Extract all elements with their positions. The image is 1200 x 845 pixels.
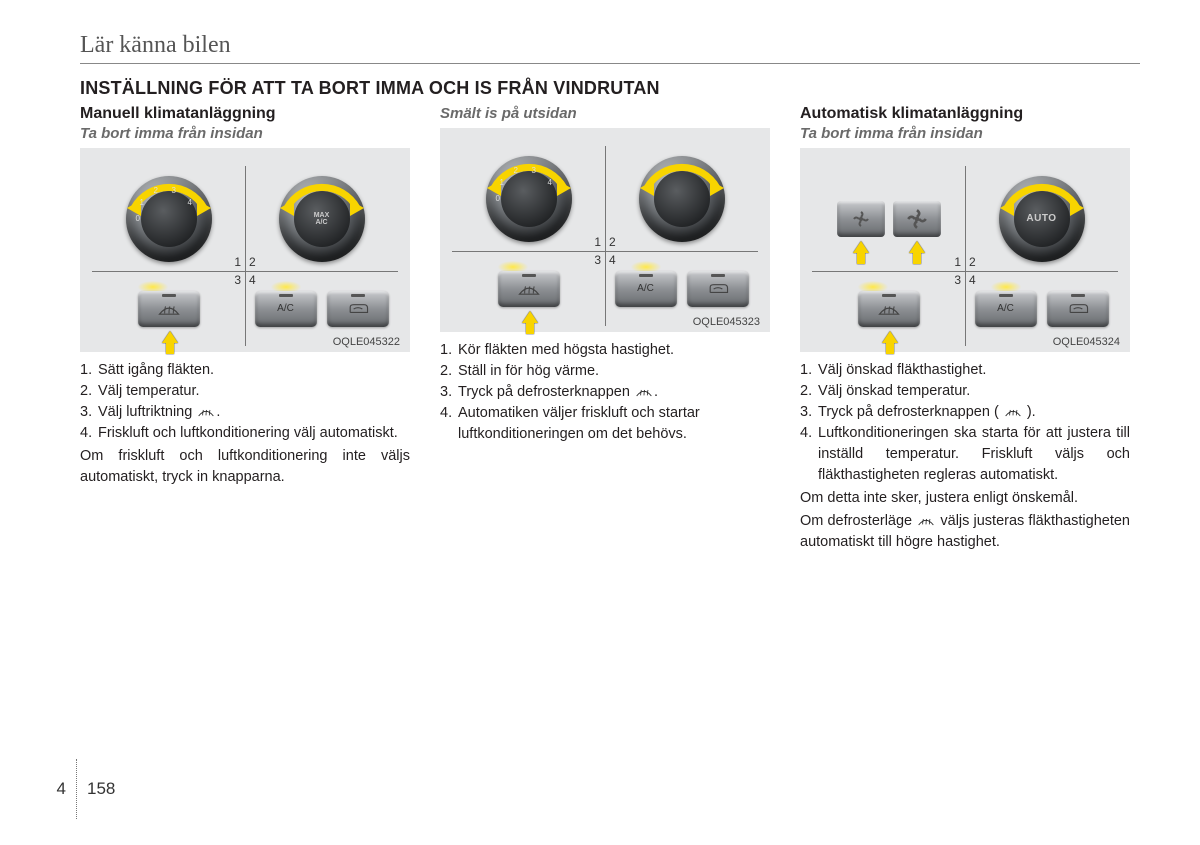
col1-steps: 1.Sätt igång fläkten. 2.Välj temperatur.… xyxy=(80,360,410,444)
col2-diagram: 0 1 2 3 4 1 xyxy=(440,128,770,332)
cell-label: 4 xyxy=(249,273,256,287)
col3-para1: Om detta inte sker, justera enligt önske… xyxy=(800,488,1130,509)
col3-steps: 1.Välj önskad fläkthastighet. 2.Välj öns… xyxy=(800,360,1130,486)
defrost-button xyxy=(138,291,200,327)
page-number: 158 xyxy=(87,779,131,799)
cell-label: 3 xyxy=(234,273,241,287)
temperature-knob: MAXA/C xyxy=(279,176,365,262)
fan-speed-buttons xyxy=(837,201,941,237)
column-outside: Smält is på utsidan 0 1 xyxy=(440,105,770,553)
cell-label: 1 xyxy=(234,255,241,269)
col3-subheading: Ta bort imma från insidan xyxy=(800,125,1130,142)
col3-para2: Om defrosterläge väljs justeras fläkthas… xyxy=(800,511,1130,553)
col1-para: Om friskluft och luftkonditionering inte… xyxy=(80,446,410,488)
up-arrow-icon xyxy=(853,241,869,253)
temperature-knob xyxy=(639,156,725,242)
diagram-caption: OQLE045324 xyxy=(1053,336,1120,348)
diagram-caption: OQLE045322 xyxy=(333,336,400,348)
defrost-button xyxy=(498,271,560,307)
cell-label: 2 xyxy=(249,255,256,269)
ac-button: A/C xyxy=(975,291,1037,327)
ac-button: A/C xyxy=(255,291,317,327)
recirculation-button xyxy=(1047,291,1109,327)
col2-subheading: Smält is på utsidan xyxy=(440,105,770,122)
footer-divider xyxy=(76,759,77,819)
fan-down-button xyxy=(837,201,885,237)
defrost-button xyxy=(858,291,920,327)
diagram-caption: OQLE045323 xyxy=(693,316,760,328)
col1-subheading: Ta bort imma från insidan xyxy=(80,125,410,142)
up-arrow-icon xyxy=(909,241,925,253)
col3-diagram: 1 AUTO 2 xyxy=(800,148,1130,352)
col1-diagram: 0 1 2 3 4 1 xyxy=(80,148,410,352)
up-arrow-icon xyxy=(882,331,898,343)
up-arrow-icon xyxy=(522,311,538,323)
column-manual: Manuell klimatanläggning Ta bort imma fr… xyxy=(80,105,410,553)
recirculation-button xyxy=(327,291,389,327)
recirculation-button xyxy=(687,271,749,307)
chapter-number: 4 xyxy=(40,779,66,799)
chapter-title: Lär känna bilen xyxy=(80,32,1140,64)
fan-up-button xyxy=(893,201,941,237)
fan-speed-knob: 0 1 2 3 4 xyxy=(486,156,572,242)
ac-button: A/C xyxy=(615,271,677,307)
col3-heading: Automatisk klimatanläggning xyxy=(800,105,1130,123)
auto-temperature-knob: AUTO xyxy=(999,176,1085,262)
column-auto: Automatisk klimatanläggning Ta bort imma… xyxy=(800,105,1130,553)
fan-speed-knob: 0 1 2 3 4 xyxy=(126,176,212,262)
page-footer: 4 158 xyxy=(40,759,131,819)
up-arrow-icon xyxy=(162,331,178,343)
col2-steps: 1.Kör fläkten med högsta hastighet. 2.St… xyxy=(440,340,770,445)
section-title: INSTÄLLNING FÖR ATT TA BORT IMMA OCH IS … xyxy=(80,78,1140,99)
col1-heading: Manuell klimatanläggning xyxy=(80,105,410,123)
